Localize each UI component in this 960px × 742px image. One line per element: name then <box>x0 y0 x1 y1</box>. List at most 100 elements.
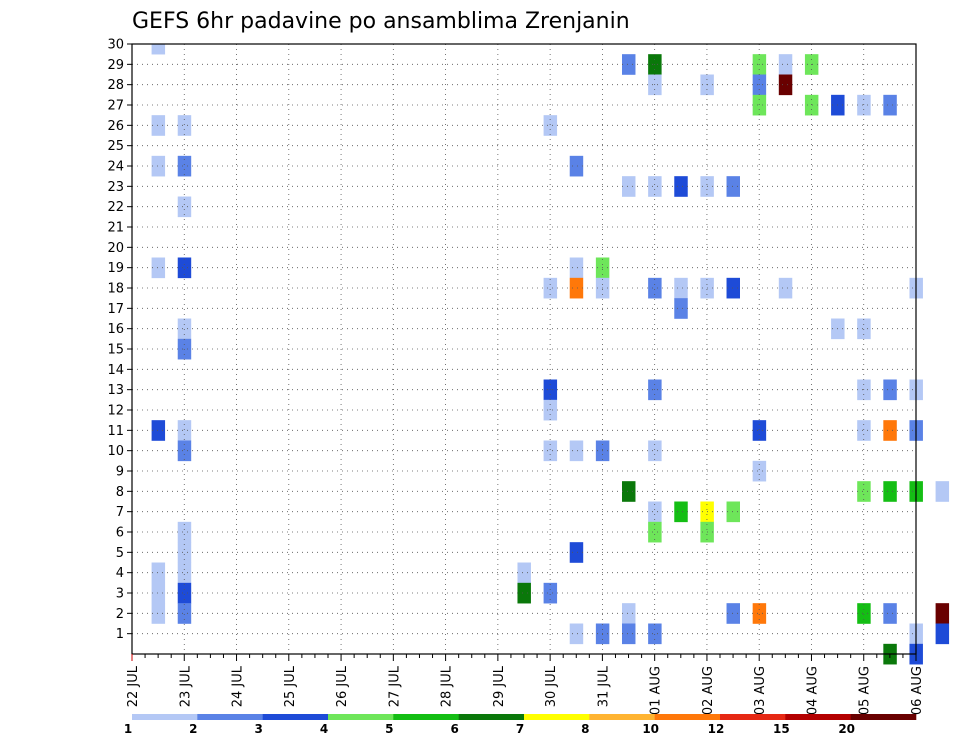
precip-cell <box>674 176 688 197</box>
grid-lines <box>132 44 916 654</box>
precip-cell <box>648 521 662 543</box>
colorbar-swatch <box>458 714 525 720</box>
y-tick-label: 16 <box>107 322 124 337</box>
precip-cell <box>804 94 819 116</box>
colorbar-swatch <box>524 714 590 720</box>
precip-cell <box>857 94 871 116</box>
y-tick-label: 1 <box>116 627 124 642</box>
x-tick-label: 30 JUL <box>544 665 559 707</box>
x-tick-label: 24 JUL <box>231 665 246 707</box>
y-tick-label: 28 <box>107 78 124 93</box>
precip-cell <box>726 277 740 299</box>
y-tick-label: 21 <box>107 221 124 236</box>
precip-cell <box>177 603 192 624</box>
precip-cell <box>517 582 531 604</box>
precip-cell <box>883 481 897 502</box>
x-tick-label: 05 AUG <box>858 666 873 715</box>
y-tick-label: 3 <box>116 587 124 602</box>
y-tick-label: 14 <box>107 363 124 378</box>
colorbar-swatch <box>720 714 786 720</box>
precip-cell <box>151 115 166 136</box>
precip-cell <box>752 420 767 441</box>
y-tick-label: 5 <box>116 546 124 561</box>
precip-cell <box>622 481 636 502</box>
precip-cell <box>674 298 688 319</box>
precip-cell <box>543 399 558 421</box>
precip-cell <box>569 623 584 645</box>
colorbar-swatch <box>850 714 917 720</box>
precip-cell <box>543 440 558 462</box>
colorbar-label: 6 <box>450 722 458 736</box>
precip-cell <box>151 155 166 177</box>
precip-cell <box>177 582 192 604</box>
y-tick-label: 4 <box>116 566 124 581</box>
colorbar-label: 2 <box>189 722 197 736</box>
precip-cell <box>778 277 793 299</box>
precip-cell <box>151 420 166 441</box>
y-tick-label: 24 <box>107 160 124 175</box>
precip-cell <box>752 460 767 482</box>
precip-cell <box>752 94 767 116</box>
precip-cell <box>177 155 192 177</box>
y-axis: 1234567891011121314151617181920212223242… <box>107 38 132 642</box>
y-tick-label: 30 <box>107 38 124 53</box>
colorbar-label: 5 <box>385 722 393 736</box>
y-tick-label: 9 <box>116 465 124 480</box>
precip-cell <box>883 94 897 116</box>
precip-cell <box>569 155 584 177</box>
precip-cell <box>935 603 950 624</box>
precip-cell <box>883 379 897 401</box>
colorbar-label: 10 <box>642 722 659 736</box>
colorbar-swatch <box>785 714 851 720</box>
precip-cell <box>726 501 740 523</box>
precip-cell <box>177 521 192 543</box>
x-tick-label: 25 JUL <box>283 665 298 707</box>
precip-cell <box>151 562 166 584</box>
x-tick-label: 02 AUG <box>701 666 716 715</box>
colorbar-swatch <box>589 714 655 720</box>
precip-cell <box>177 318 192 340</box>
y-tick-label: 12 <box>107 404 124 419</box>
y-tick-label: 26 <box>107 119 124 134</box>
precip-cell <box>857 420 871 441</box>
colorbar-label: 8 <box>581 722 589 736</box>
colorbar-label: 4 <box>320 722 328 736</box>
precip-cell <box>778 74 793 96</box>
y-tick-label: 15 <box>107 343 124 358</box>
precip-cell <box>622 603 636 624</box>
x-axis: 22 JUL 23 JUL 24 JUL 25 JUL 26 JUL 27 JUL 28 J… <box>126 654 925 715</box>
precip-cell <box>726 603 740 624</box>
precip-cell <box>569 257 584 279</box>
precip-cell <box>883 420 897 441</box>
y-tick-label: 23 <box>107 180 124 195</box>
y-tick-label: 29 <box>107 58 124 73</box>
precip-cell <box>177 542 192 563</box>
precip-cell <box>151 582 166 604</box>
precip-cell <box>935 623 950 645</box>
x-tick-label: 31 JUL <box>596 665 611 707</box>
precip-cell <box>622 176 636 197</box>
x-tick-label: 27 JUL <box>387 665 402 707</box>
colorbar-swatch <box>328 714 394 720</box>
precip-cell <box>151 603 166 624</box>
precip-cell <box>674 501 688 523</box>
precip-cell <box>648 623 662 645</box>
colorbar-swatch <box>393 714 459 720</box>
precip-cell <box>622 54 636 75</box>
precip-cell <box>177 257 192 279</box>
x-tick-label: 29 JUL <box>492 665 507 707</box>
colorbar-swatch <box>654 714 721 720</box>
colorbar-swatch <box>132 714 198 720</box>
x-tick-label: 04 AUG <box>805 666 820 715</box>
y-tick-label: 22 <box>107 200 124 215</box>
colorbar-label: 1 <box>124 722 132 736</box>
precip-cell <box>726 176 740 197</box>
precipitation-cells <box>151 44 950 665</box>
precip-cell <box>857 481 871 502</box>
precip-cell <box>543 277 558 299</box>
precip-cell <box>857 318 871 340</box>
y-tick-label: 6 <box>116 526 124 541</box>
y-tick-label: 20 <box>107 241 124 256</box>
colorbar-label: 12 <box>708 722 725 736</box>
